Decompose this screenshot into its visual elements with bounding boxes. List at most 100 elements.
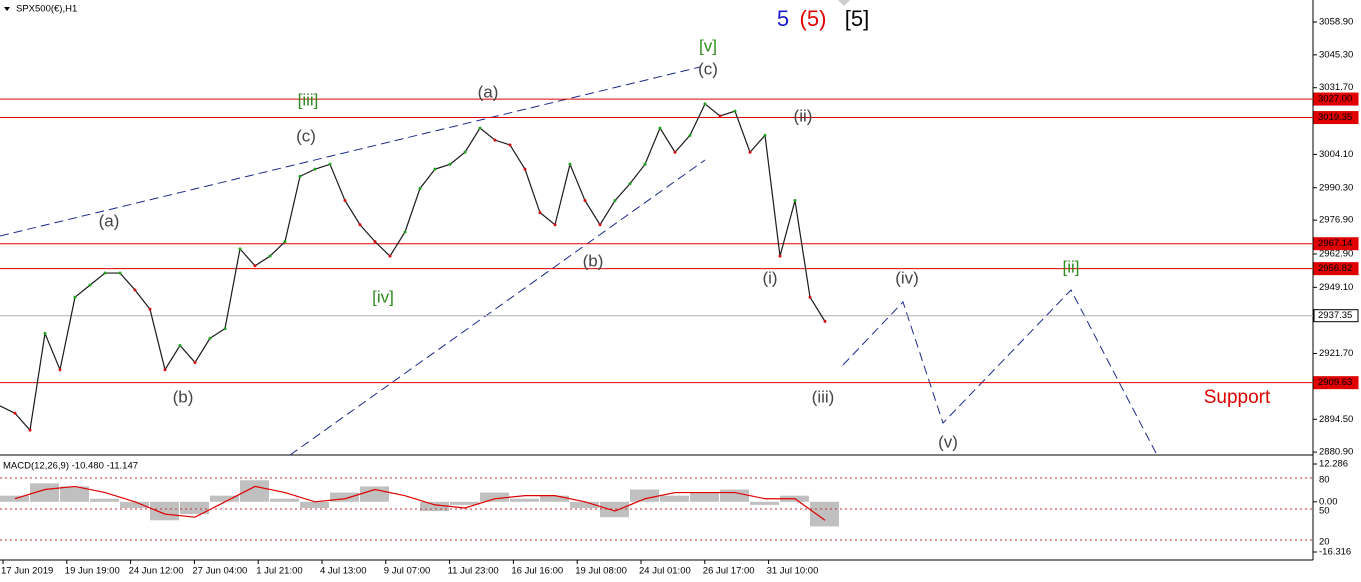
wave-label: (c) bbox=[296, 126, 316, 145]
price-point bbox=[448, 162, 452, 166]
macd-bar bbox=[300, 501, 329, 508]
shift-marker bbox=[838, 0, 850, 6]
price-point bbox=[253, 264, 257, 268]
macd-bar bbox=[60, 486, 89, 502]
price-point bbox=[103, 271, 107, 275]
macd-tick-label: 0.00 bbox=[1319, 496, 1338, 507]
x-tick-label: 11 Jul 23:00 bbox=[448, 566, 499, 577]
wave-label: (b) bbox=[173, 387, 194, 406]
wave-label: [iv] bbox=[372, 287, 394, 306]
price-point bbox=[703, 102, 707, 106]
macd-bar bbox=[240, 480, 269, 502]
macd-bar bbox=[660, 495, 689, 502]
price-point bbox=[193, 360, 197, 364]
macd-bar bbox=[570, 501, 599, 508]
y2-tick-label: 50 bbox=[1319, 506, 1330, 517]
price-point bbox=[673, 150, 677, 154]
wave-label: (c) bbox=[698, 59, 718, 78]
price-point bbox=[238, 247, 242, 251]
y-tick-label: 3058.90 bbox=[1319, 17, 1353, 28]
macd-bar bbox=[450, 501, 479, 505]
macd-bar bbox=[270, 498, 299, 502]
price-point bbox=[223, 327, 227, 331]
y-tick-label: 2894.50 bbox=[1319, 414, 1353, 425]
level-label: 2956.82 bbox=[1318, 263, 1352, 274]
upper-channel bbox=[0, 66, 701, 237]
macd-bar bbox=[540, 495, 569, 502]
price-point bbox=[163, 368, 167, 372]
level-label-box bbox=[1313, 309, 1359, 323]
wave-label: [ii] bbox=[1063, 257, 1080, 276]
price-point bbox=[463, 150, 467, 154]
price-point bbox=[658, 126, 662, 130]
level-label-box bbox=[1313, 262, 1359, 276]
lower-channel bbox=[289, 159, 706, 456]
price-point bbox=[148, 307, 152, 311]
y-tick-label: 2990.30 bbox=[1319, 182, 1353, 193]
price-point bbox=[358, 223, 362, 227]
signal-line bbox=[14, 485, 826, 521]
level-label: 3019.35 bbox=[1318, 112, 1352, 123]
macd-bar bbox=[360, 486, 389, 502]
y2-tick-label: 20 bbox=[1319, 537, 1330, 548]
y-tick-label: 2949.10 bbox=[1319, 282, 1353, 293]
projection bbox=[842, 289, 1158, 456]
macd-title: MACD(12,26,9) -10.480 -11.147 bbox=[3, 461, 138, 472]
price-point bbox=[568, 162, 572, 166]
price-point bbox=[283, 240, 287, 244]
x-tick-label: 17 Jun 2019 bbox=[1, 566, 53, 577]
price-point bbox=[493, 138, 497, 142]
price-point bbox=[688, 133, 692, 137]
level-label: 2967.14 bbox=[1318, 238, 1352, 249]
wave-label: (a) bbox=[99, 211, 120, 230]
macd-bar bbox=[150, 501, 179, 521]
price-point bbox=[43, 331, 47, 335]
price-point bbox=[733, 109, 737, 113]
x-tick-label: 19 Jul 08:00 bbox=[575, 566, 627, 577]
y-tick-label: 3004.10 bbox=[1319, 149, 1353, 160]
price-point bbox=[643, 162, 647, 166]
price-point bbox=[763, 133, 767, 137]
wave-label: 5 bbox=[777, 6, 789, 31]
macd-bar bbox=[120, 501, 149, 508]
price-point bbox=[793, 199, 797, 203]
macd-bar bbox=[30, 483, 59, 502]
price-point bbox=[28, 428, 32, 432]
wave-label: (5) bbox=[800, 6, 827, 31]
macd-tick-label: 12.286 bbox=[1319, 459, 1348, 470]
price-point bbox=[523, 167, 527, 171]
macd-tick-label: -16.316 bbox=[1319, 547, 1351, 558]
y-tick-label: 3045.30 bbox=[1319, 49, 1353, 60]
price-point bbox=[598, 223, 602, 227]
y-tick-label: 2880.90 bbox=[1319, 447, 1353, 458]
x-tick-label: 24 Jul 01:00 bbox=[639, 566, 691, 577]
price-point bbox=[403, 230, 407, 234]
menu-arrow[interactable] bbox=[4, 7, 10, 11]
x-tick-label: 4 Jul 13:00 bbox=[320, 566, 366, 577]
wave-label: (i) bbox=[762, 268, 777, 287]
x-tick-label: 19 Jun 19:00 bbox=[65, 566, 120, 577]
macd-bar bbox=[210, 495, 239, 502]
price-point bbox=[778, 254, 782, 258]
macd-bar bbox=[510, 498, 539, 502]
wave-label: [iii] bbox=[298, 90, 319, 109]
level-label: 2909.63 bbox=[1318, 377, 1352, 388]
wave-label: (v) bbox=[938, 432, 958, 451]
symbol-title: SPX500(€),H1 bbox=[16, 4, 77, 15]
wave-label: (iv) bbox=[895, 268, 919, 287]
wave-label: (ii) bbox=[794, 106, 813, 125]
wave-label: [5] bbox=[845, 6, 869, 31]
macd-bar bbox=[720, 489, 749, 502]
price-point bbox=[13, 411, 17, 415]
x-tick-label: 24 Jun 12:00 bbox=[129, 566, 184, 577]
macd-bar bbox=[810, 501, 839, 527]
y-tick-label: 2976.90 bbox=[1319, 215, 1353, 226]
price-point bbox=[628, 182, 632, 186]
level-label-box bbox=[1313, 237, 1359, 251]
price-point bbox=[178, 344, 182, 348]
y-tick-label: 2921.70 bbox=[1319, 348, 1353, 359]
price-point bbox=[298, 174, 302, 178]
price-point bbox=[388, 254, 392, 258]
macd-bar bbox=[690, 492, 719, 502]
